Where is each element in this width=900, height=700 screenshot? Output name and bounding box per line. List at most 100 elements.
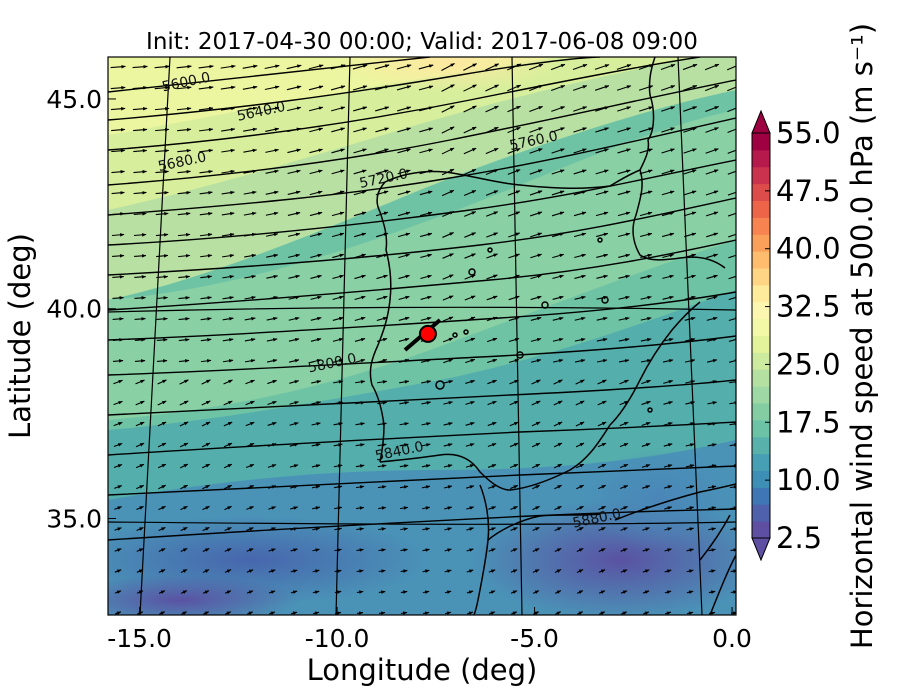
wind-arrow: [441, 168, 455, 176]
wind-arrow: [465, 401, 475, 405]
wind-arrow: [202, 505, 210, 511]
wind-arrow: [243, 148, 258, 153]
wind-arrow: [397, 148, 411, 154]
wind-arrow: [290, 590, 298, 594]
wind-arrow: [110, 85, 126, 90]
wind-arrow: [485, 105, 499, 113]
wind-arrow: [508, 316, 520, 322]
wind-arrow: [640, 253, 653, 258]
wind-arrow: [685, 443, 695, 447]
wind-arrow: [378, 506, 387, 510]
wind-arrow: [574, 253, 587, 259]
wind-arrow: [310, 295, 322, 300]
wind-arrow: [551, 169, 565, 175]
wind-arrow: [507, 169, 521, 175]
wind-arrow: [642, 569, 650, 573]
wind-arrow: [266, 253, 279, 258]
wind-arrow: [202, 526, 210, 532]
wind-arrow: [705, 148, 719, 154]
wind-arrow: [156, 317, 168, 321]
wind-arrow: [487, 442, 497, 448]
wind-arrow: [178, 275, 191, 279]
colorbar-segment: [752, 352, 770, 370]
wind-arrow: [309, 232, 323, 238]
wind-arrow: [225, 611, 232, 615]
wind-arrow: [463, 147, 477, 155]
wind-arrow: [682, 85, 698, 91]
colorbar-segment: [752, 419, 770, 438]
wind-arrow: [287, 148, 301, 154]
wind-arrow: [640, 295, 652, 300]
wind-arrow: [178, 296, 190, 300]
wind-arrow: [180, 569, 188, 573]
wind-arrow: [686, 569, 694, 573]
wind-arrow: [464, 211, 477, 217]
wind-arrow: [334, 527, 343, 531]
wind-arrow: [200, 254, 213, 258]
wind-arrow: [176, 106, 192, 111]
wind-arrow: [662, 316, 674, 321]
wind-arrow: [112, 317, 124, 321]
wind-arrow: [532, 526, 540, 532]
wind-arrow: [177, 190, 191, 195]
wind-arrow: [287, 190, 301, 196]
wind-arrow: [464, 253, 476, 259]
wind-arrow: [200, 296, 212, 300]
wind-arrow: [618, 359, 630, 363]
wind-arrow: [485, 168, 499, 176]
wind-arrow: [444, 569, 452, 573]
wind-arrow: [180, 526, 188, 532]
wind-arrow: [264, 106, 280, 111]
wind-arrow: [311, 443, 321, 447]
wind-arrow: [334, 611, 342, 615]
wind-arrow: [442, 253, 454, 259]
wind-arrow: [136, 569, 144, 573]
wind-arrow: [617, 232, 631, 238]
wind-arrow: [597, 463, 607, 469]
wind-arrow: [400, 527, 409, 531]
wind-arrow: [617, 211, 631, 217]
wind-arrow: [704, 63, 720, 71]
wind-arrow: [352, 64, 368, 70]
wind-arrow: [312, 569, 320, 573]
wind-arrow: [684, 274, 696, 280]
wind-arrow: [267, 464, 277, 468]
wind-arrow: [112, 254, 125, 258]
wind-arrow: [286, 106, 302, 112]
wind-arrow: [726, 65, 736, 71]
wind-arrow: [532, 569, 540, 573]
wind-arrow: [135, 463, 145, 469]
wind-arrow: [530, 359, 542, 363]
wind-arrow: [399, 485, 409, 489]
wind-arrow: [488, 590, 496, 594]
wind-arrow: [682, 63, 698, 71]
wind-arrow: [400, 590, 408, 594]
wind-arrow: [308, 64, 324, 70]
colorbar-tick-label: 2.5: [776, 521, 822, 555]
wind-arrow: [553, 400, 563, 406]
wind-arrow: [728, 253, 736, 259]
wind-arrow: [354, 295, 366, 301]
wind-arrow: [686, 506, 695, 510]
wind-arrow: [155, 233, 169, 237]
wind-arrow: [265, 211, 279, 216]
wind-arrow: [397, 211, 411, 217]
wind-arrow: [662, 338, 674, 342]
wind-arrow: [288, 337, 300, 342]
colorbar-segment: [752, 133, 770, 151]
wind-arrow: [289, 485, 299, 489]
wind-arrow: [398, 253, 411, 259]
wind-arrow: [597, 442, 607, 448]
x-tick-label: -10.0: [305, 624, 370, 653]
wind-arrow: [595, 127, 610, 133]
wind-arrow: [155, 170, 169, 174]
wind-arrow: [485, 84, 499, 92]
wind-arrow: [463, 84, 477, 92]
wind-arrow: [508, 359, 520, 363]
wind-arrow: [639, 169, 653, 175]
wind-arrow: [179, 379, 189, 385]
wind-arrow: [683, 211, 697, 217]
wind-arrow: [288, 253, 301, 258]
wind-arrow: [333, 443, 343, 447]
wind-arrow: [224, 526, 232, 532]
